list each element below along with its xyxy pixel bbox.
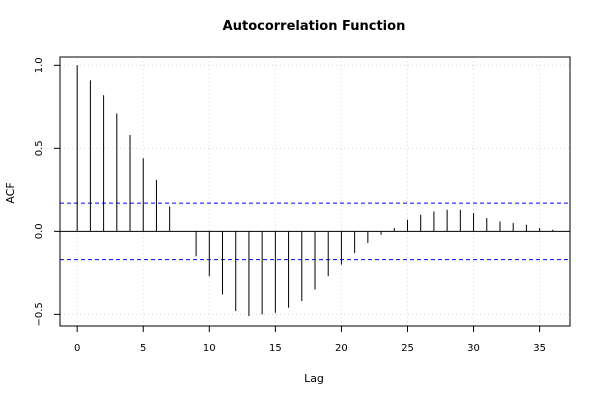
x-axis-title: Lag [304,372,324,385]
acf-bars-layer [76,65,554,317]
y-tick-label: 0.0 [34,223,45,239]
y-axis-title: ACF [4,182,17,203]
x-tick-label: 5 [140,343,146,354]
x-tick-label: 25 [401,343,414,354]
x-tick-label: 15 [269,343,282,354]
plot-frame [59,56,571,327]
x-tick-label: 35 [533,343,546,354]
x-axis: 0 5 10 15 20 25 30 35 [74,326,546,354]
y-tick-label: 1.0 [34,57,45,73]
x-tick-label: 0 [74,343,80,354]
y-axis: −0.5 0.0 0.5 1.0 [34,57,60,327]
chart-title: Autocorrelation Function [223,19,406,34]
x-tick-label: 20 [335,343,348,354]
y-tick-label: 0.5 [34,140,45,156]
x-tick-label: 30 [467,343,480,354]
x-tick-label: 10 [203,343,216,354]
y-tick-label: −0.5 [34,302,45,326]
